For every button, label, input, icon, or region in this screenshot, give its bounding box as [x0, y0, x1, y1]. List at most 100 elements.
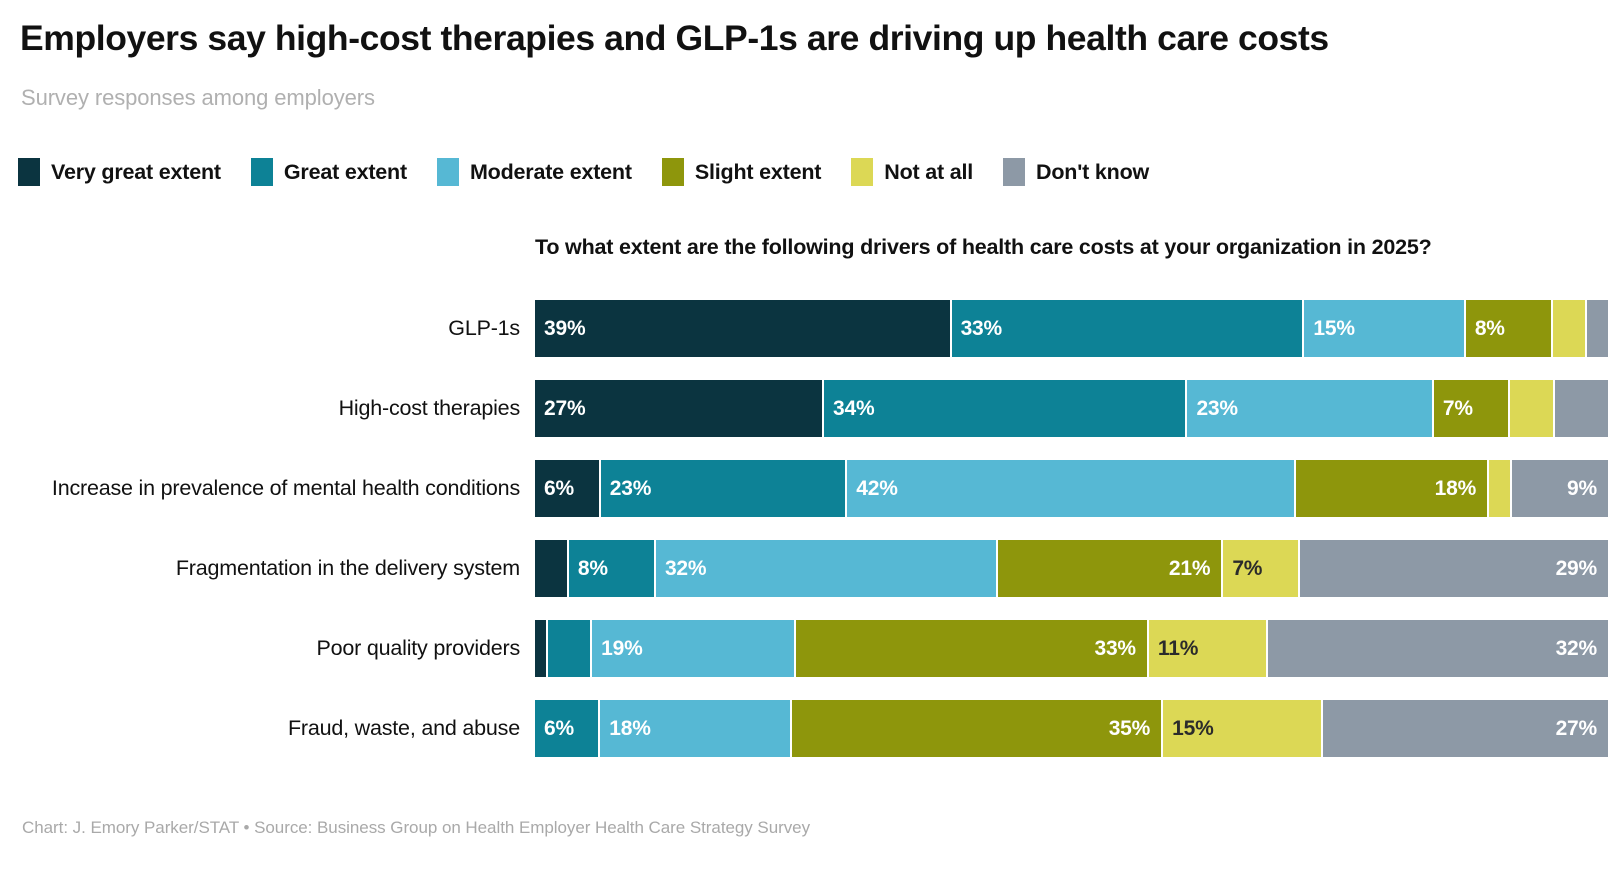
legend-swatch-icon — [851, 158, 874, 186]
bar-segment[interactable] — [1586, 300, 1609, 357]
category-label: GLP-1s — [448, 316, 520, 341]
bar-segment[interactable]: 6% — [535, 460, 601, 517]
bar-segment[interactable]: 8% — [568, 540, 656, 597]
bar-segment[interactable]: 7% — [1433, 380, 1511, 437]
bar-segment[interactable]: 35% — [792, 700, 1164, 757]
bar-segment[interactable]: 7% — [1223, 540, 1300, 597]
bar-segment[interactable] — [547, 620, 593, 677]
bar-segment-label: 29% — [1555, 556, 1598, 580]
legend-item-label: Very great extent — [51, 159, 221, 184]
bar-segment[interactable]: 18% — [1295, 460, 1490, 517]
chart-row: Fragmentation in the delivery system 8% 32… — [0, 540, 1620, 620]
bar-segment-label: 32% — [664, 556, 707, 580]
chart-row: Poor quality providers 19% 33% 11% 32% — [0, 620, 1620, 700]
bar-segment-label: 33% — [960, 316, 1003, 340]
bar-segment[interactable]: 6% — [535, 700, 601, 757]
bar-segment[interactable] — [1552, 300, 1587, 357]
legend-swatch-icon — [250, 158, 273, 186]
bar-segment-label: 42% — [856, 476, 898, 500]
legend-item[interactable]: Great extent — [250, 158, 407, 186]
bar-segment[interactable]: 23% — [600, 460, 848, 517]
legend-item[interactable]: Moderate extent — [436, 158, 632, 186]
stacked-bar: 6% 23% 42% 18% 9% — [535, 460, 1608, 517]
bar-segment-label: 15% — [1172, 716, 1214, 740]
legend-item-label: Great extent — [283, 159, 407, 184]
bar-segment-label: 32% — [1555, 636, 1598, 660]
bar-segment-label: 27% — [1555, 716, 1598, 740]
category-label: Increase in prevalence of mental health … — [51, 476, 520, 501]
bar-segment-label: 11% — [1157, 636, 1199, 660]
bar-segment-label: 19% — [601, 636, 643, 660]
legend-item[interactable]: Don't know — [1003, 158, 1149, 186]
bar-segment[interactable]: 27% — [535, 380, 825, 437]
bar-segment-label: 8% — [577, 556, 608, 580]
legend-item-label: Not at all — [884, 159, 974, 184]
stacked-bar: 27% 34% 23% 7% — [535, 380, 1608, 437]
bar-segment[interactable]: 15% — [1304, 300, 1466, 357]
bar-segment[interactable] — [1489, 460, 1513, 517]
bar-segment[interactable] — [1554, 380, 1608, 437]
bar-segment[interactable]: 23% — [1187, 380, 1434, 437]
bar-segment[interactable]: 34% — [824, 380, 1188, 437]
bar-segment[interactable]: 21% — [998, 540, 1224, 597]
bar-segment[interactable]: 32% — [1267, 620, 1608, 677]
bar-segment-label: 15% — [1313, 316, 1355, 340]
stacked-bar: 19% 33% 11% 32% — [535, 620, 1608, 677]
bar-segment-label: 35% — [1108, 716, 1151, 740]
legend-swatch-icon — [1003, 158, 1026, 186]
legend-item-label: Don't know — [1036, 159, 1150, 184]
chart-row: High-cost therapies 27% 34% 23% 7% — [0, 380, 1620, 460]
chart-question: To what extent are the following drivers… — [535, 235, 1432, 259]
bar-segment-label: 18% — [609, 716, 651, 740]
chart-legend: Very great extent Great extent Moderate ex… — [18, 158, 1179, 186]
page-subtitle: Survey responses among employers — [21, 85, 375, 110]
bar-segment-label: 27% — [544, 396, 586, 420]
bar-segment[interactable]: 19% — [592, 620, 797, 677]
page-title: Employers say high-cost therapies and GL… — [20, 18, 1329, 58]
bar-segment-label: 34% — [833, 396, 875, 420]
bar-segment-label: 6% — [544, 476, 574, 500]
bar-segment-label: 7% — [1442, 396, 1473, 420]
legend-swatch-icon — [661, 158, 684, 186]
bar-segment[interactable] — [1510, 380, 1555, 437]
bar-segment-label: 18% — [1434, 476, 1477, 500]
bar-segment[interactable]: 33% — [951, 300, 1305, 357]
bar-segment-label: 39% — [544, 316, 586, 340]
bar-segment[interactable]: 8% — [1465, 300, 1553, 357]
bar-segment-label: 23% — [1196, 396, 1238, 420]
bar-segment[interactable]: 27% — [1323, 700, 1608, 757]
stacked-bar: 39% 33% 15% 8% — [535, 300, 1609, 357]
legend-item[interactable]: Slight extent — [661, 158, 822, 186]
bar-segment-label: 8% — [1474, 316, 1505, 340]
chart-row: GLP-1s 39% 33% 15% 8% — [0, 300, 1620, 380]
bar-segment[interactable]: 39% — [535, 300, 952, 357]
bar-segment[interactable]: 11% — [1148, 620, 1268, 677]
stacked-bar-chart: GLP-1s 39% 33% 15% 8% High-cost therapies 27% 3… — [0, 300, 1620, 780]
bar-segment[interactable]: 15% — [1163, 700, 1324, 757]
chart-credit: Chart: J. Emory Parker/STAT • Source: Bu… — [22, 818, 811, 837]
bar-segment[interactable]: 29% — [1299, 540, 1608, 597]
bar-segment[interactable] — [535, 620, 548, 677]
legend-swatch-icon — [436, 158, 459, 186]
category-label: Poor quality providers — [316, 636, 520, 661]
chart-row: Fraud, waste, and abuse 6% 18% 35% 15% 27% — [0, 700, 1620, 780]
bar-segment[interactable] — [535, 540, 569, 597]
bar-segment[interactable]: 42% — [847, 460, 1296, 517]
legend-swatch-icon — [18, 158, 40, 186]
legend-item[interactable]: Very great extent — [18, 158, 221, 186]
bar-segment[interactable]: 32% — [655, 540, 999, 597]
bar-segment[interactable]: 33% — [796, 620, 1149, 677]
stacked-bar: 6% 18% 35% 15% 27% — [535, 700, 1608, 757]
category-label: Fragmentation in the delivery system — [175, 556, 520, 581]
bar-segment[interactable]: 9% — [1512, 460, 1608, 517]
legend-item-label: Slight extent — [694, 159, 822, 184]
category-label: High-cost therapies — [338, 396, 521, 421]
legend-item[interactable]: Not at all — [851, 158, 973, 186]
stacked-bar: 8% 32% 21% 7% 29% — [535, 540, 1608, 597]
bar-segment-label: 23% — [609, 476, 652, 500]
chart-row: Increase in prevalence of mental health … — [0, 460, 1620, 540]
bar-segment-label: 7% — [1232, 556, 1263, 580]
bar-segment-label: 21% — [1168, 556, 1211, 580]
bar-segment-label: 9% — [1567, 476, 1597, 500]
bar-segment[interactable]: 18% — [600, 700, 793, 757]
